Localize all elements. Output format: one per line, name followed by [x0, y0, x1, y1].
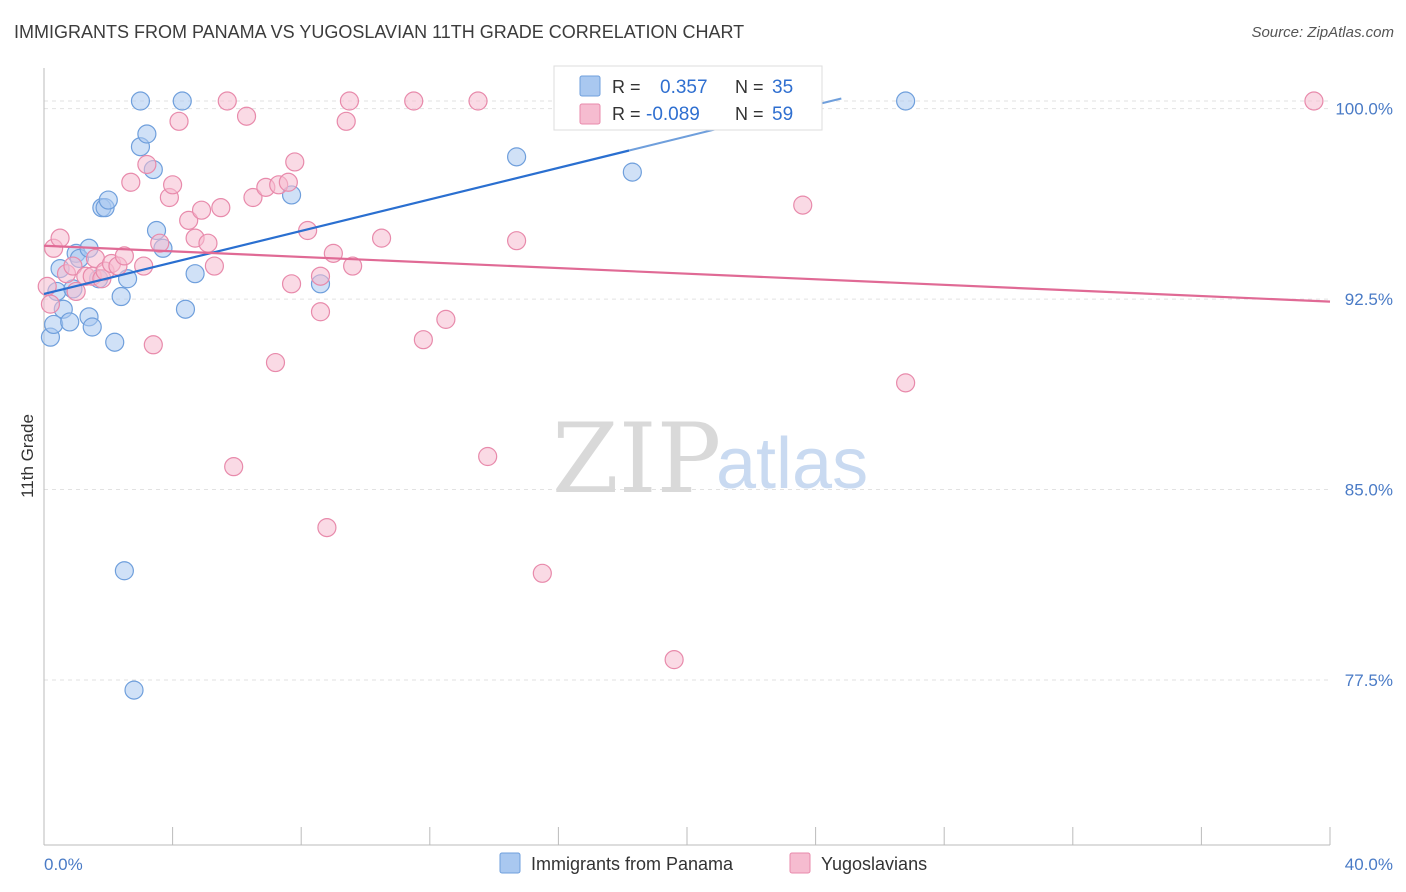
- stats-legend: R = 0.357 N = 35 R = -0.089 N = 59: [553, 65, 823, 131]
- grid-layer: [44, 100, 1330, 681]
- stats-legend-r-label-pink: R =: [612, 104, 641, 124]
- panama-point-5: [60, 312, 80, 332]
- stats-legend-swatch-blue: [579, 75, 601, 97]
- stats-legend-r-value-blue: 0.357: [660, 77, 708, 98]
- yugoslavian-point-5: [63, 256, 83, 276]
- yugoslavian-point-37: [281, 274, 302, 294]
- watermark-zip: ZIP: [552, 403, 721, 515]
- chart-source: Source: ZipAtlas.com: [1251, 24, 1394, 41]
- panama-point-22: [130, 91, 151, 111]
- yugoslavian-point-45: [339, 91, 360, 111]
- yugoslavian-point-51: [468, 91, 488, 111]
- panama-point-34: [896, 91, 916, 111]
- panama-point-20: [124, 680, 144, 700]
- panama-point-17: [111, 286, 131, 307]
- yugoslavian-point-14: [114, 246, 134, 266]
- yugoslavian-point-57: [896, 373, 916, 393]
- yugoslavian-point-28: [211, 198, 231, 218]
- yugoslavian-point-47: [371, 228, 392, 248]
- yugoslavian-point-23: [179, 210, 199, 230]
- panama-point-32: [507, 147, 527, 167]
- yugoslavian-point-32: [243, 187, 263, 208]
- yugoslavian-point-21: [163, 175, 183, 195]
- stats-legend-n-label-blue: N =: [735, 77, 764, 97]
- panama-point-16: [105, 332, 125, 352]
- yugoslavian-trend-line: [43, 244, 1331, 303]
- yugoslavian-point-40: [310, 302, 331, 322]
- y-axis-label: 11th Grade: [18, 414, 37, 498]
- stats-legend-swatch-pink: [579, 103, 601, 125]
- yugoslavian-point-30: [224, 457, 244, 477]
- yugoslavian-point-36: [278, 172, 298, 192]
- yugoslavian-point-46: [343, 256, 363, 276]
- y-tick-label-2: 85.0%: [1345, 481, 1393, 500]
- yugoslavian-point-52: [478, 446, 498, 467]
- y-tick-label-3: 77.5%: [1345, 671, 1393, 690]
- panama-point-28: [175, 299, 196, 319]
- panama-point-29: [185, 264, 205, 284]
- yugoslavian-point-18: [143, 335, 163, 355]
- points-layer: [37, 91, 1324, 700]
- yugoslavian-point-41: [310, 266, 331, 286]
- yugoslavian-point-42: [317, 517, 337, 538]
- yugoslavian-point-44: [336, 111, 356, 131]
- y-tick-label-0: 100.0%: [1335, 100, 1393, 119]
- yugoslavian-point-26: [198, 233, 218, 253]
- yugoslavian-point-48: [404, 91, 424, 111]
- yugoslavian-point-1: [40, 294, 61, 314]
- y-tick-labels: 100.0% 92.5% 85.0% 77.5%: [1335, 100, 1393, 690]
- yugoslavian-point-27: [204, 256, 224, 276]
- bottom-legend-label-panama: Immigrants from Panama: [531, 854, 734, 874]
- stats-legend-n-value-pink: 59: [772, 104, 793, 125]
- axis-layer: [43, 68, 1331, 846]
- bottom-legend-swatch-yugoslavians: [789, 852, 811, 874]
- bottom-legend-swatch-panama: [499, 852, 521, 874]
- yugoslavian-point-16: [134, 256, 154, 276]
- yugoslavian-point-31: [236, 106, 257, 126]
- stats-legend-r-value-pink: -0.089: [646, 104, 700, 125]
- yugoslavian-point-15: [121, 172, 141, 192]
- panama-trend-line: [43, 149, 630, 296]
- yugoslavian-point-25: [191, 200, 212, 220]
- yugoslavian-point-53: [507, 231, 527, 251]
- yugoslavian-point-22: [169, 111, 189, 131]
- chart-title: IMMIGRANTS FROM PANAMA VS YUGOSLAVIAN 11…: [14, 22, 745, 42]
- yugoslavian-point-58: [1304, 91, 1324, 111]
- watermark: ZIP atlas: [552, 403, 868, 515]
- x-tick-label-right: 40.0%: [1345, 855, 1393, 874]
- yugoslavian-point-19: [150, 233, 170, 253]
- panama-point-27: [172, 91, 192, 111]
- stats-legend-n-value-blue: 35: [772, 77, 793, 98]
- yugoslavian-point-29: [217, 91, 237, 111]
- yugoslavian-point-50: [436, 309, 456, 329]
- bottom-legend-label-yugoslavians: Yugoslavians: [821, 854, 927, 874]
- yugoslavian-point-34: [265, 352, 286, 373]
- panama-point-15: [98, 190, 118, 210]
- panama-point-23: [137, 124, 157, 144]
- y-tick-label-1: 92.5%: [1345, 290, 1393, 309]
- x-tick-label-left: 0.0%: [44, 855, 83, 874]
- yugoslavian-point-3: [50, 228, 70, 248]
- yugoslavian-point-55: [664, 650, 684, 670]
- bottom-legend: Immigrants from Panama Yugoslavians: [499, 852, 927, 874]
- watermark-atlas: atlas: [716, 424, 868, 504]
- yugoslavian-point-38: [285, 152, 305, 172]
- stats-legend-n-label-pink: N =: [735, 104, 764, 124]
- panama-point-11: [82, 317, 102, 337]
- yugoslavian-point-17: [137, 154, 157, 175]
- yugoslavian-point-49: [413, 330, 433, 350]
- panama-point-33: [622, 162, 642, 182]
- panama-point-18: [114, 561, 134, 581]
- yugoslavian-point-56: [793, 195, 813, 215]
- yugoslavian-point-54: [532, 563, 552, 583]
- stats-legend-r-label-blue: R =: [612, 77, 641, 97]
